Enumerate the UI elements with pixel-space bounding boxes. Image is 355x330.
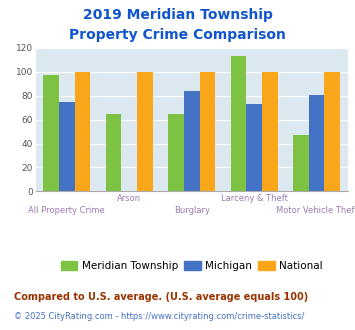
Bar (106, 114, 121, 191)
Bar (200, 72, 215, 191)
Bar (137, 72, 153, 191)
Text: Property Crime Comparison: Property Crime Comparison (69, 28, 286, 42)
Bar (75, 72, 90, 191)
Bar (43, 75, 59, 191)
Bar (231, 56, 246, 191)
Bar (246, 104, 262, 191)
Bar (262, 72, 278, 191)
Bar (324, 72, 340, 191)
Bar (168, 114, 184, 191)
Legend: Meridian Township, Michigan, National: Meridian Township, Michigan, National (57, 257, 327, 276)
Bar (59, 102, 75, 191)
Bar (293, 135, 309, 191)
Text: © 2025 CityRating.com - https://www.cityrating.com/crime-statistics/: © 2025 CityRating.com - https://www.city… (14, 312, 305, 321)
Text: 2019 Meridian Township: 2019 Meridian Township (83, 8, 272, 22)
Bar (309, 94, 324, 191)
Text: Compared to U.S. average. (U.S. average equals 100): Compared to U.S. average. (U.S. average … (14, 292, 308, 302)
Bar (184, 91, 200, 191)
